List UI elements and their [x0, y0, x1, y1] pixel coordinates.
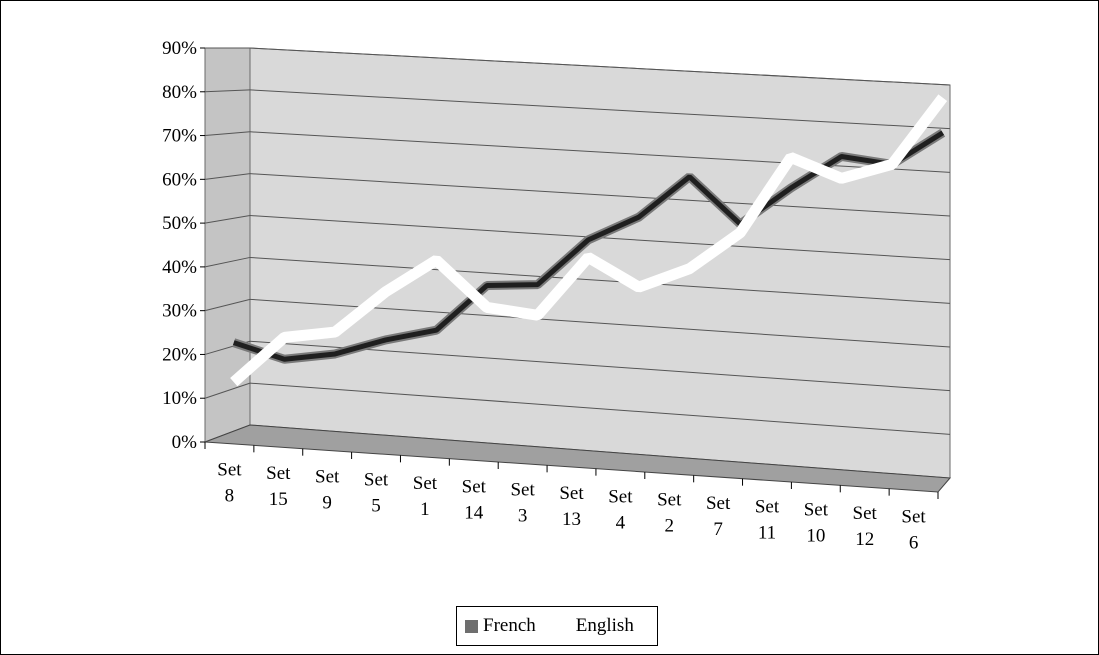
x-axis-ticks: Set 8 Set 15 Set 9 Set 5 Set 1 Set 14 Set 3 Set 13 Set 4 S…	[204, 442, 939, 553]
gridline-side	[204, 131, 251, 137]
y-tick-label: 90%	[162, 38, 197, 59]
series-english-line	[230, 94, 948, 387]
legend-item-english: English	[557, 615, 634, 637]
y-tick-label: 60%	[162, 169, 197, 190]
x-tick-label: Set 5	[364, 470, 389, 517]
x-tick-label: Set 9	[315, 466, 340, 513]
legend-label-french: French	[483, 615, 536, 636]
y-tick-label: 10%	[162, 388, 197, 409]
y-axis-ticks: 0% 10% 20% 30% 40% 50% 60% 70% 80% 90%	[162, 38, 205, 453]
legend-label-english: English	[575, 615, 634, 636]
side-wall	[204, 47, 251, 443]
legend: French English	[456, 606, 658, 646]
x-tick-label: Set 10	[804, 500, 829, 547]
y-tick-label: 80%	[162, 82, 197, 103]
y-tick-label: 0%	[172, 432, 198, 453]
y-tick-label: 50%	[162, 213, 197, 234]
x-tick-label: Set 8	[217, 460, 242, 507]
legend-item-french: French	[465, 615, 536, 637]
gridline-side	[204, 382, 251, 399]
x-tick-label: Set 14	[462, 476, 487, 523]
gridline-side	[204, 173, 251, 180]
y-tick-label: 70%	[162, 126, 197, 147]
y-tick-label: 30%	[162, 301, 197, 322]
gridline-side	[204, 256, 251, 268]
x-tick-label: Set 11	[755, 496, 780, 543]
x-tick-label: Set 13	[559, 483, 584, 530]
legend-swatch-english	[557, 619, 571, 633]
legend-swatch-french	[465, 619, 478, 633]
gridline-back	[249, 173, 951, 217]
gridline-back	[249, 382, 951, 435]
x-tick-label: Set 15	[266, 463, 291, 510]
gridline-back	[249, 47, 951, 86]
series-layer	[230, 94, 948, 387]
x-tick-label: Set 3	[510, 480, 535, 527]
x-tick-label: Set 4	[608, 486, 633, 533]
y-tick-label: 20%	[162, 344, 197, 365]
gridline-back	[249, 89, 951, 130]
gridline-side	[204, 215, 251, 224]
x-tick-label: Set 2	[657, 490, 682, 537]
gridline-side	[204, 298, 251, 312]
gridline-back	[249, 256, 951, 304]
x-tick-label: Set 12	[853, 503, 878, 550]
gridline-side	[204, 89, 251, 93]
x-tick-label: Set 6	[901, 506, 926, 553]
y-tick-label: 40%	[162, 257, 197, 278]
x-tick-label: Set 1	[413, 473, 438, 520]
x-tick-label: Set 7	[706, 493, 731, 540]
